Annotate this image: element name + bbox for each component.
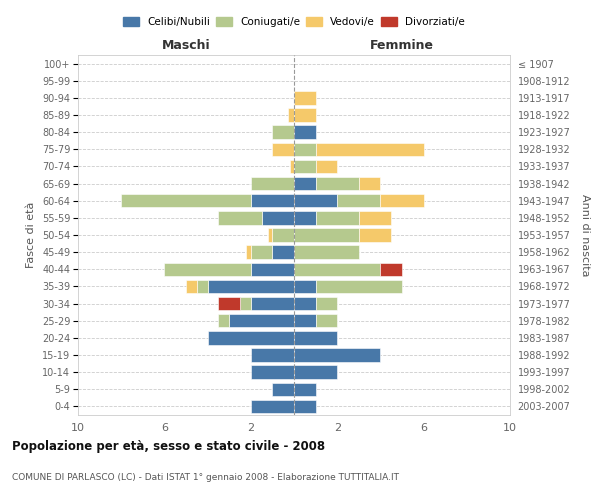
Bar: [294, 382, 316, 396]
Bar: [294, 211, 316, 224]
Bar: [316, 142, 424, 156]
Bar: [272, 382, 294, 396]
Bar: [287, 108, 294, 122]
Bar: [218, 314, 229, 328]
Bar: [294, 142, 316, 156]
Bar: [294, 177, 316, 190]
Y-axis label: Fasce di età: Fasce di età: [26, 202, 37, 268]
Bar: [272, 142, 294, 156]
Bar: [262, 211, 294, 224]
Legend: Celibi/Nubili, Coniugati/e, Vedovi/e, Divorziati/e: Celibi/Nubili, Coniugati/e, Vedovi/e, Di…: [123, 17, 465, 27]
Bar: [186, 280, 197, 293]
Bar: [294, 108, 316, 122]
Bar: [208, 280, 294, 293]
Bar: [251, 246, 272, 259]
Y-axis label: Anni di nascita: Anni di nascita: [580, 194, 590, 276]
Bar: [294, 348, 380, 362]
Bar: [272, 228, 294, 241]
Bar: [294, 297, 316, 310]
Bar: [316, 160, 337, 173]
Bar: [294, 194, 337, 207]
Bar: [251, 348, 294, 362]
Bar: [121, 194, 251, 207]
Bar: [294, 400, 316, 413]
Bar: [316, 314, 337, 328]
Bar: [268, 228, 272, 241]
Bar: [359, 211, 391, 224]
Bar: [294, 228, 359, 241]
Bar: [208, 331, 294, 344]
Bar: [316, 211, 359, 224]
Bar: [359, 177, 380, 190]
Bar: [380, 262, 402, 276]
Bar: [290, 160, 294, 173]
Bar: [251, 400, 294, 413]
Bar: [240, 297, 251, 310]
Text: COMUNE DI PARLASCO (LC) - Dati ISTAT 1° gennaio 2008 - Elaborazione TUTTITALIA.I: COMUNE DI PARLASCO (LC) - Dati ISTAT 1° …: [12, 473, 399, 482]
Bar: [251, 177, 294, 190]
Bar: [294, 246, 359, 259]
Bar: [294, 160, 316, 173]
Bar: [251, 297, 294, 310]
Bar: [294, 366, 337, 379]
Bar: [247, 246, 251, 259]
Bar: [359, 228, 391, 241]
Bar: [316, 177, 359, 190]
Bar: [294, 331, 337, 344]
Bar: [229, 314, 294, 328]
Bar: [272, 126, 294, 139]
Bar: [337, 194, 380, 207]
Bar: [316, 280, 402, 293]
Bar: [164, 262, 251, 276]
Bar: [218, 211, 262, 224]
Bar: [316, 297, 337, 310]
Bar: [218, 297, 240, 310]
Text: Femmine: Femmine: [370, 38, 434, 52]
Bar: [251, 194, 294, 207]
Bar: [294, 262, 380, 276]
Bar: [294, 91, 316, 104]
Bar: [294, 280, 316, 293]
Bar: [294, 314, 316, 328]
Text: Maschi: Maschi: [161, 38, 211, 52]
Bar: [294, 126, 316, 139]
Text: Popolazione per età, sesso e stato civile - 2008: Popolazione per età, sesso e stato civil…: [12, 440, 325, 453]
Bar: [251, 262, 294, 276]
Bar: [272, 246, 294, 259]
Bar: [251, 366, 294, 379]
Bar: [380, 194, 424, 207]
Bar: [197, 280, 208, 293]
